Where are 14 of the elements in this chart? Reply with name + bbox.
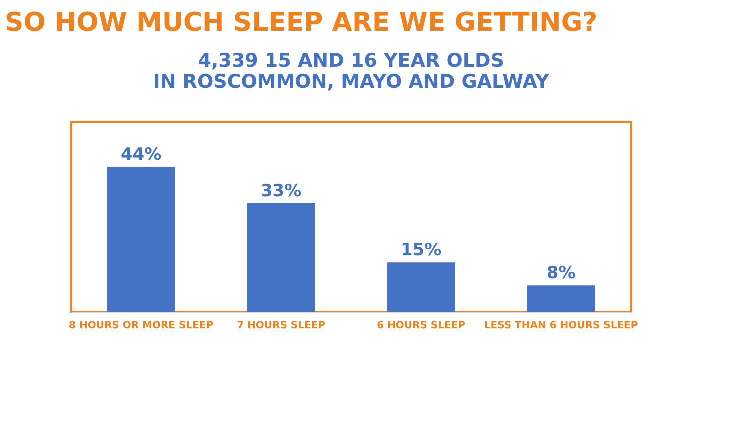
- data-label: 15%: [400, 240, 442, 261]
- x-tick-label: 6 HOURS SLEEP: [377, 320, 466, 332]
- data-label: 44%: [120, 145, 162, 165]
- data-label: 33%: [260, 181, 302, 202]
- bar: [387, 262, 456, 312]
- bar: [527, 286, 596, 312]
- chart-subtitle: 4,339 15 AND 16 YEAR OLDS IN ROSCOMMON, MAYO AND GALWAY: [153, 50, 550, 93]
- x-tick-label: 8 HOURS OR MORE SLEEP: [69, 320, 214, 332]
- chart-title: SO HOW MUCH SLEEP ARE WE GETTING?: [5, 8, 598, 38]
- x-tick-label: LESS THAN 6 HOURS SLEEP: [484, 320, 638, 332]
- data-label: 8%: [546, 264, 576, 284]
- bar: [107, 167, 176, 312]
- x-tick-label: 7 HOURS SLEEP: [237, 320, 326, 332]
- bar: [247, 203, 316, 312]
